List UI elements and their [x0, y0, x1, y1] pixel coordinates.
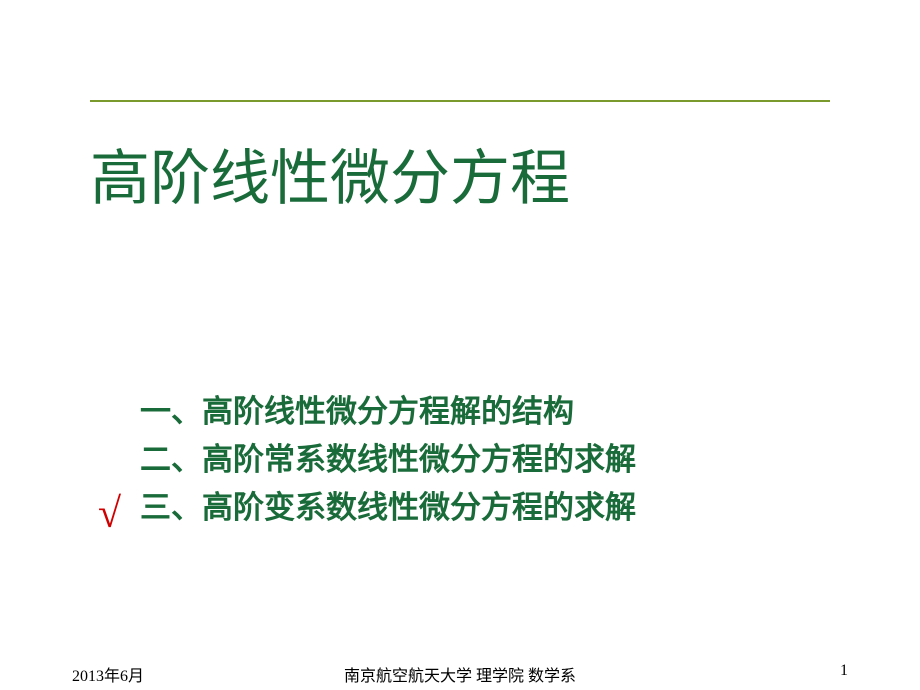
outline-item-1: 一、高阶线性微分方程解的结构 — [140, 388, 636, 436]
title-block: 高阶线性微分方程 — [90, 100, 830, 217]
outline-item-3: √ 三、高阶变系数线性微分方程的求解 — [140, 484, 636, 532]
slide: 高阶线性微分方程 一、高阶线性微分方程解的结构 二、高阶常系数线性微分方程的求解… — [0, 0, 920, 690]
outline-item-label: 一、高阶线性微分方程解的结构 — [140, 394, 574, 429]
outline-item-label: 二、高阶常系数线性微分方程的求解 — [140, 442, 636, 477]
outline-item-2: 二、高阶常系数线性微分方程的求解 — [140, 436, 636, 484]
footer-org: 南京航空航天大学 理学院 数学系 — [0, 662, 920, 686]
footer-page: 1 — [840, 662, 848, 680]
check-icon: √ — [98, 482, 121, 547]
outline-item-label: 三、高阶变系数线性微分方程的求解 — [140, 490, 636, 525]
page-title: 高阶线性微分方程 — [90, 130, 830, 217]
title-rule — [90, 100, 830, 102]
outline-list: 一、高阶线性微分方程解的结构 二、高阶常系数线性微分方程的求解 √ 三、高阶变系… — [140, 388, 636, 532]
